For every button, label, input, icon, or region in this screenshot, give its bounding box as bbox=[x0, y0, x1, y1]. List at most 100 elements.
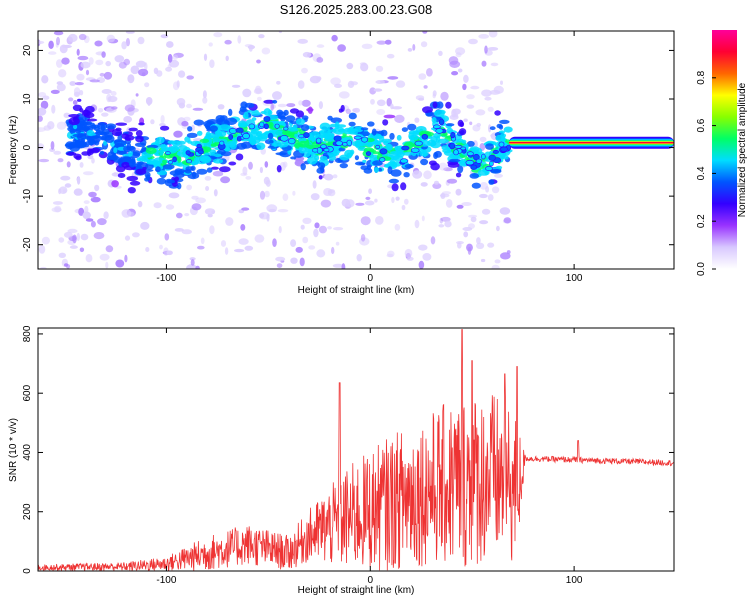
spectrogram-cell bbox=[160, 125, 170, 131]
spectrogram-cell bbox=[275, 152, 288, 156]
spectrogram-speckle bbox=[145, 247, 150, 252]
spectrogram-speckle bbox=[40, 100, 49, 110]
spectrogram-cell bbox=[68, 114, 80, 118]
spectrogram-speckle bbox=[76, 176, 81, 185]
spectrogram-peak bbox=[186, 159, 192, 164]
spectrogram-speckle bbox=[105, 245, 114, 253]
spectrogram-speckle bbox=[470, 85, 480, 90]
spectrogram-speckle bbox=[333, 227, 344, 231]
spectrogram-peak bbox=[335, 140, 343, 146]
spectrogram-cell bbox=[348, 121, 356, 127]
spectrogram-cell bbox=[283, 109, 289, 116]
spectrogram-speckle bbox=[51, 104, 56, 114]
spectrogram-speckle bbox=[438, 162, 448, 171]
spectrogram-peak bbox=[346, 139, 352, 147]
spectrogram-cell bbox=[380, 129, 388, 137]
spectrogram-peak bbox=[421, 134, 428, 140]
spectrogram-speckle bbox=[69, 245, 78, 249]
spectrogram-speckle bbox=[463, 231, 469, 238]
snr-y-label: SNR (10 * v/v) bbox=[8, 418, 19, 482]
spectrogram-cell bbox=[138, 155, 146, 162]
spectrogram-cell bbox=[191, 160, 197, 166]
spectrogram-speckle bbox=[253, 88, 263, 95]
spectrogram-speckle bbox=[391, 106, 403, 110]
spectrogram-cell bbox=[402, 151, 413, 156]
spectrogram-cell bbox=[387, 166, 393, 175]
spectrogram-peak bbox=[488, 154, 497, 161]
spectrogram-cell bbox=[430, 141, 441, 149]
spectrogram-cell bbox=[300, 163, 306, 171]
spectrogram-cell bbox=[223, 120, 229, 124]
spectrogram-cell bbox=[169, 170, 182, 176]
spectrogram-speckle bbox=[484, 96, 492, 101]
spectrogram-speckle bbox=[95, 59, 104, 66]
spectrogram-cell bbox=[145, 147, 157, 154]
spectrogram-cell bbox=[132, 150, 141, 157]
spectrogram-cell bbox=[466, 140, 475, 147]
spectrogram-speckle bbox=[484, 45, 488, 54]
spectrogram-speckle bbox=[41, 75, 49, 84]
spectrogram-speckle bbox=[48, 51, 57, 55]
spectrogram-speckle bbox=[88, 57, 94, 65]
spectrogram-cell bbox=[235, 153, 244, 161]
spectrogram-speckle bbox=[159, 123, 166, 127]
spectrogram-frame bbox=[37, 30, 675, 270]
spectrogram-cell bbox=[144, 171, 151, 179]
spectrogram-speckle bbox=[375, 65, 384, 72]
spectrogram-speckle bbox=[487, 242, 495, 248]
spectrogram-peak bbox=[242, 132, 250, 140]
spectrogram-cell bbox=[72, 133, 85, 138]
colorbar-tick-label: 0.0 bbox=[696, 262, 707, 276]
spectrogram-speckle bbox=[334, 83, 342, 88]
spectrogram-cell bbox=[256, 142, 266, 150]
spectrogram-cell bbox=[220, 151, 232, 157]
spectrogram-speckle bbox=[503, 217, 511, 224]
spectrogram-speckle bbox=[286, 103, 296, 108]
spectrogram-speckle bbox=[360, 216, 371, 226]
spectrogram-speckle bbox=[276, 80, 281, 85]
spectrogram-speckle bbox=[359, 62, 367, 66]
spectrogram-speckle bbox=[278, 31, 282, 34]
spectrogram-speckle bbox=[316, 76, 322, 81]
spectrogram-speckle bbox=[481, 60, 487, 67]
spectrogram-speckle bbox=[301, 67, 308, 74]
spectrogram-cell bbox=[159, 149, 164, 156]
spectrogram-speckle bbox=[58, 252, 66, 258]
spectrogram-peak bbox=[500, 146, 508, 152]
spectrogram-speckle bbox=[455, 52, 462, 58]
spectrogram-peak bbox=[475, 158, 483, 164]
spectrogram-cell bbox=[146, 144, 159, 149]
spectrogram-cell bbox=[193, 119, 204, 126]
spectrogram-speckle bbox=[324, 173, 334, 181]
spectrogram-cell bbox=[340, 104, 345, 112]
spectrogram-speckle bbox=[150, 119, 155, 125]
y-tick-label: 600 bbox=[22, 384, 33, 401]
spectrogram-speckle bbox=[278, 226, 282, 234]
spectrogram-speckle bbox=[423, 85, 428, 89]
spectrogram-cell bbox=[403, 172, 410, 178]
spectrogram-cell bbox=[498, 124, 504, 130]
spectrogram-cell bbox=[367, 121, 375, 127]
spectrogram-cell bbox=[268, 139, 274, 144]
spectrogram-speckle bbox=[99, 72, 105, 77]
spectrogram-cell bbox=[400, 182, 407, 191]
y-tick-label: 0 bbox=[22, 568, 33, 574]
spectrogram-speckle bbox=[78, 33, 87, 41]
colorbar-tick-label: 0.8 bbox=[696, 70, 707, 84]
spectrogram-peak bbox=[375, 144, 381, 149]
spectrogram-cell bbox=[374, 167, 379, 173]
spectrogram-cell bbox=[89, 122, 95, 127]
spectrogram-speckle bbox=[478, 34, 490, 39]
spectrogram-cell bbox=[113, 139, 121, 146]
spectrogram-cell bbox=[409, 134, 419, 141]
spectrogram-peak bbox=[303, 132, 310, 139]
spectrogram-speckle bbox=[172, 54, 179, 60]
spectrogram-speckle bbox=[346, 62, 354, 70]
spectrogram-cell bbox=[489, 126, 496, 131]
spectrogram-speckle bbox=[374, 198, 378, 203]
spectrogram-speckle bbox=[335, 241, 340, 246]
spectrogram-speckle bbox=[308, 245, 316, 250]
spectrogram-speckle bbox=[440, 91, 449, 101]
spectrogram-speckle bbox=[76, 48, 80, 56]
spectrogram-speckle bbox=[423, 170, 432, 180]
